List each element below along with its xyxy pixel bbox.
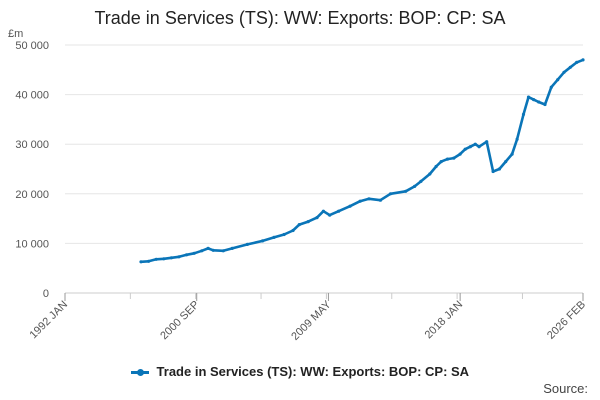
y-tick-label: 20 000	[15, 189, 49, 201]
data-point[interactable]	[162, 257, 166, 261]
data-point[interactable]	[245, 242, 249, 246]
data-point[interactable]	[321, 209, 325, 213]
data-point[interactable]	[515, 137, 519, 141]
data-point[interactable]	[272, 235, 276, 239]
data-point[interactable]	[468, 145, 472, 149]
data-point[interactable]	[328, 213, 332, 217]
data-point[interactable]	[434, 164, 438, 169]
data-point[interactable]	[337, 209, 341, 213]
data-point[interactable]	[230, 246, 234, 250]
data-point[interactable]	[388, 192, 393, 196]
data-point[interactable]	[169, 256, 173, 260]
data-point[interactable]	[428, 172, 432, 176]
y-axis: 0 10 000 20 000 30 000 40 000 50 000	[15, 40, 49, 300]
x-tick-label: 2000 SEP	[158, 299, 202, 343]
data-point[interactable]	[154, 257, 158, 261]
chart-title: Trade in Services (TS): WW: Exports: BOP…	[94, 8, 506, 28]
data-point[interactable]	[537, 100, 541, 104]
legend[interactable]: Trade in Services (TS): WW: Exports: BOP…	[0, 364, 600, 379]
x-tick-label: 2018 JAN	[423, 299, 466, 342]
data-point[interactable]	[306, 220, 310, 224]
data-point[interactable]	[261, 239, 265, 243]
legend-label: Trade in Services (TS): WW: Exports: BOP…	[156, 364, 470, 379]
x-axis: 1992 JAN 2000 SEP 2009 MAY 2018 JAN 2026 FEB	[27, 293, 588, 343]
data-point[interactable]	[568, 65, 572, 69]
data-point[interactable]	[439, 160, 443, 164]
data-point[interactable]	[315, 216, 319, 220]
series-layer	[139, 58, 585, 264]
data-point[interactable]	[497, 167, 501, 171]
data-point[interactable]	[200, 249, 204, 253]
data-point[interactable]	[581, 58, 585, 62]
data-point[interactable]	[192, 251, 196, 255]
data-point[interactable]	[378, 198, 382, 202]
data-point[interactable]	[367, 197, 371, 201]
data-point[interactable]	[177, 255, 181, 259]
y-tick-label: 50 000	[15, 40, 49, 52]
data-point[interactable]	[543, 102, 547, 107]
y-tick-label: 0	[43, 288, 49, 300]
data-point[interactable]	[473, 142, 477, 146]
grid-layer	[65, 44, 583, 294]
series-line[interactable]	[139, 58, 585, 264]
data-point[interactable]	[211, 248, 215, 252]
data-point[interactable]	[556, 78, 560, 82]
data-point[interactable]	[562, 70, 566, 74]
data-point[interactable]	[504, 160, 508, 164]
data-point[interactable]	[348, 204, 352, 208]
x-tick-label: 2026 FEB	[545, 299, 588, 342]
y-tick-label: 10 000	[15, 238, 49, 250]
data-point[interactable]	[297, 223, 301, 227]
data-point[interactable]	[521, 112, 526, 116]
data-point[interactable]	[526, 95, 531, 99]
data-point[interactable]	[452, 156, 456, 160]
data-point[interactable]	[510, 152, 514, 156]
data-point[interactable]	[445, 157, 450, 161]
data-point[interactable]	[404, 189, 408, 193]
x-tick-label: 2009 MAY	[289, 298, 334, 343]
data-point[interactable]	[419, 179, 423, 183]
source-label: Source:	[543, 381, 588, 396]
data-point[interactable]	[477, 145, 481, 149]
data-point[interactable]	[458, 152, 462, 156]
data-point[interactable]	[206, 246, 210, 250]
data-point[interactable]	[139, 260, 143, 264]
data-point[interactable]	[463, 147, 467, 151]
legend-swatch	[130, 369, 149, 377]
data-point[interactable]	[282, 232, 286, 237]
data-point[interactable]	[358, 199, 362, 203]
data-point[interactable]	[491, 169, 495, 174]
data-point[interactable]	[532, 98, 536, 102]
data-point[interactable]	[221, 249, 225, 253]
data-point[interactable]	[575, 60, 579, 64]
data-point[interactable]	[147, 259, 151, 263]
data-point[interactable]	[549, 85, 553, 89]
data-point[interactable]	[413, 184, 417, 188]
y-tick-label: 30 000	[15, 139, 49, 151]
x-tick-label: 1992 JAN	[27, 299, 70, 342]
data-point[interactable]	[185, 253, 189, 257]
y-tick-label: 40 000	[15, 90, 49, 102]
data-point[interactable]	[485, 140, 489, 144]
data-point[interactable]	[291, 228, 295, 233]
y-axis-unit-label: £m	[8, 28, 23, 40]
